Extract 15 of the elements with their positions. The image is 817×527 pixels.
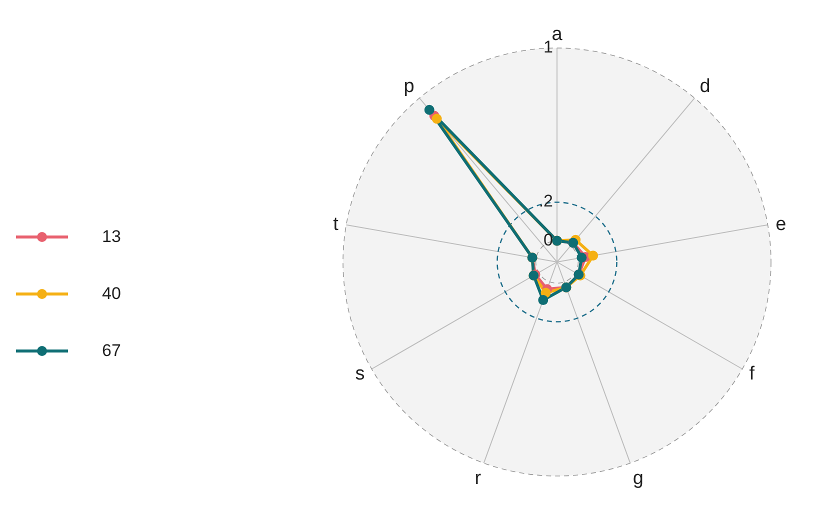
spoke-label: p [404,76,414,97]
spoke-label: t [333,214,340,236]
spoke-label: a [552,24,563,45]
spoke-label: d [700,76,710,97]
legend-label: 40 [102,284,121,304]
legend-label: 67 [102,340,121,360]
legend-label: 13 [102,226,121,246]
spoke-label: r [474,468,482,490]
y-tick-label: .2 [538,192,553,211]
spoke-label: s [355,364,365,385]
y-tick-label: 0 [544,230,553,250]
spoke-label: f [749,364,756,385]
y-tick-label: 1 [544,37,553,56]
spoke-label: e [776,214,786,236]
spoke-label: g [632,468,644,490]
